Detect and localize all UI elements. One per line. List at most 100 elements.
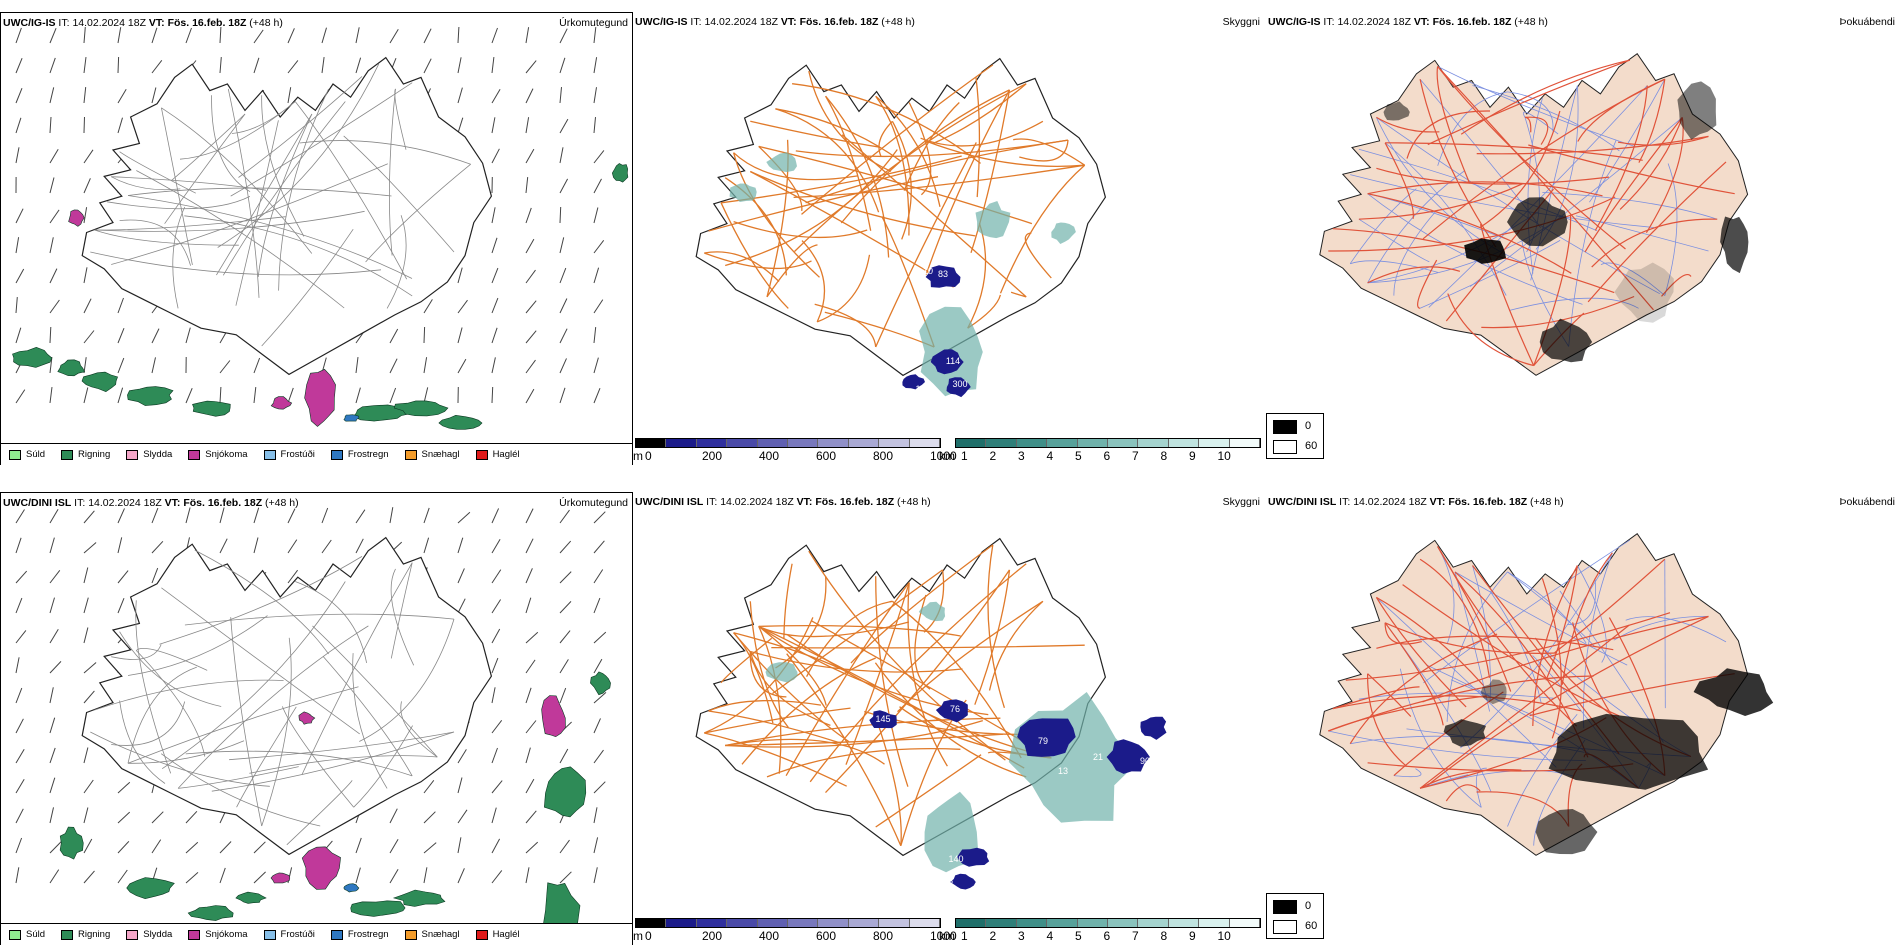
visibility-color-step: [1138, 439, 1169, 447]
wind-barb: [83, 510, 95, 524]
wind-barb: [49, 597, 55, 614]
road-line: [1561, 552, 1613, 685]
visibility-area: [765, 662, 798, 683]
panel-title: Úrkomutegund: [559, 497, 628, 509]
visibility-color-step: [1016, 919, 1048, 927]
road-line: [211, 731, 455, 792]
road-line: [1594, 85, 1648, 231]
road-line: [786, 653, 902, 847]
road-line: [127, 666, 197, 764]
road-line: [230, 82, 413, 197]
wind-barb: [525, 659, 536, 674]
road-line: [825, 95, 872, 231]
wind-barb: [49, 841, 62, 854]
wind-barb: [185, 507, 191, 524]
ceiling-area: [1017, 718, 1076, 757]
road-line: [1350, 260, 1439, 273]
wind-barb: [423, 357, 428, 374]
road-line: [725, 733, 1004, 747]
ceiling-area: [950, 873, 976, 890]
visibility-color-step: [1168, 439, 1200, 447]
road-line: [808, 70, 892, 172]
wind-barb: [15, 208, 24, 224]
wind-barb: [321, 507, 329, 524]
road-line: [1367, 170, 1466, 283]
rain-area: [350, 900, 406, 917]
visibility-color-step: [1108, 439, 1139, 447]
wind-barb: [49, 116, 52, 134]
legend-label: Snæhagl: [421, 449, 460, 460]
wind-barb: [253, 841, 266, 854]
ceiling-color-step: [636, 439, 667, 447]
road-line: [1384, 622, 1444, 726]
panel-header: UWC/IG-IS IT: 14.02.2024 18Z VT: Fös. 16…: [635, 16, 915, 28]
road-line: [785, 582, 910, 777]
fog-area: [1507, 197, 1568, 247]
fog-panel-bottom: UWC/DINI ISL IT: 14.02.2024 18Z VT: Fös.…: [1266, 492, 1900, 945]
road-line: [1367, 266, 1461, 284]
wind-barb: [117, 328, 125, 344]
wind-barb: [49, 508, 59, 524]
wind-barb: [15, 88, 23, 104]
road-line: [733, 220, 868, 239]
road-line: [1507, 571, 1587, 644]
legend-swatch: [61, 929, 74, 940]
road-line: [172, 206, 186, 309]
wind-barb: [117, 570, 129, 584]
ceiling-color-step: [727, 439, 758, 447]
wind-barb: [117, 27, 122, 44]
road-line: [704, 707, 851, 734]
fog-area: [1443, 719, 1486, 747]
wind-barb: [117, 869, 128, 884]
wind-barb: [457, 837, 462, 854]
road-line: [161, 107, 313, 254]
wind-barb: [219, 26, 222, 44]
road-line: [1427, 59, 1631, 146]
legend-swatch: [188, 449, 201, 460]
wind-barb: [491, 267, 499, 284]
wind-barb: [525, 117, 530, 134]
wind-barb: [151, 811, 164, 824]
road-line: [1584, 117, 1683, 253]
road-line: [750, 650, 963, 673]
road-line: [825, 95, 890, 258]
visibility-unit: km: [939, 449, 955, 463]
legend-item: Frostúði: [263, 449, 315, 460]
road-line: [282, 706, 355, 808]
visibility-tick: 5: [1075, 449, 1082, 463]
legend-swatch: [126, 929, 139, 940]
wind-barb: [593, 150, 605, 164]
wind-barb: [83, 779, 94, 794]
ceiling-panel-bottom: UWC/DINI ISL IT: 14.02.2024 18Z VT: Fös.…: [633, 492, 1266, 945]
rain-area: [59, 826, 84, 860]
wind-barb: [559, 298, 568, 314]
road-line: [1376, 117, 1660, 295]
wind-barb: [593, 597, 601, 614]
rain-area: [393, 400, 449, 417]
road-line: [301, 562, 413, 776]
road-line: [1664, 559, 1666, 709]
legend-swatch: [9, 449, 21, 460]
ceiling-tick: 0: [645, 449, 652, 463]
road-line: [875, 142, 977, 348]
wind-barb: [219, 867, 226, 884]
wind-barb: [559, 178, 569, 194]
road-line: [1393, 211, 1436, 296]
wind-barb: [457, 57, 462, 74]
wind-barb: [593, 569, 604, 584]
wind-barb: [15, 657, 20, 674]
road-line: [184, 215, 413, 297]
wind-barb: [83, 116, 85, 134]
wind-barb: [355, 57, 362, 74]
wind-barb: [83, 597, 89, 614]
wind-barb: [525, 720, 537, 734]
visibility-tick: 3: [1018, 449, 1025, 463]
wind-barb: [219, 386, 222, 404]
road-line: [278, 88, 329, 291]
wind-barb: [559, 28, 568, 44]
ceiling-color-step: [757, 919, 789, 927]
iceland-wind-map: [12, 26, 629, 430]
road-line: [257, 113, 313, 278]
wind-barb: [525, 88, 534, 104]
wind-barb: [559, 748, 569, 764]
